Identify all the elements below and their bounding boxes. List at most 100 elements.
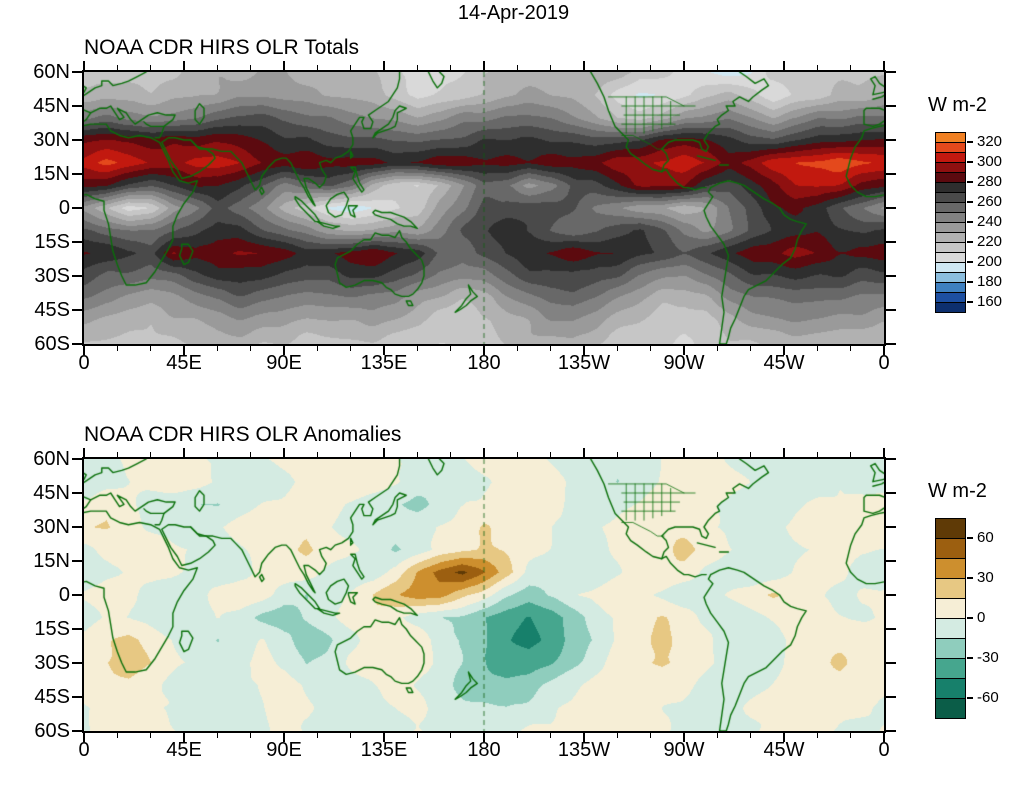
- y-axis-tick: [886, 105, 896, 107]
- x-axis-tick: [183, 733, 185, 742]
- x-axis-tick: [283, 448, 285, 457]
- y-axis-tick: [72, 492, 82, 494]
- colorbar-tick: [967, 161, 973, 163]
- totals-panel-title: NOAA CDR HIRS OLR Totals: [84, 36, 360, 59]
- y-axis-label: 15N: [33, 550, 70, 572]
- x-axis-tick: [483, 61, 485, 70]
- x-axis-minor-tick: [450, 65, 452, 70]
- x-axis-minor-tick: [316, 452, 318, 457]
- x-axis-minor-tick: [716, 733, 718, 738]
- y-axis-tick: [72, 275, 82, 277]
- colorbar-tick-label: 30: [977, 569, 994, 586]
- x-axis-minor-tick: [216, 733, 218, 738]
- x-axis-tick: [883, 346, 885, 355]
- totals-map-canvas: [84, 72, 884, 344]
- y-axis-tick: [72, 241, 82, 243]
- x-axis-tick: [583, 733, 585, 742]
- x-axis-minor-tick: [316, 733, 318, 738]
- x-axis-minor-tick: [450, 733, 452, 738]
- x-axis-tick: [483, 733, 485, 742]
- x-axis-minor-tick: [616, 452, 618, 457]
- y-axis-label: 60S: [34, 720, 70, 742]
- y-axis-label: 45S: [34, 299, 70, 321]
- colorbar-segment: [935, 538, 966, 559]
- y-axis-label: 30S: [34, 652, 70, 674]
- anomalies-colorbar-units: W m-2: [928, 480, 987, 502]
- x-axis-tick: [583, 448, 585, 457]
- x-axis-minor-tick: [650, 346, 652, 351]
- y-axis-label: 15N: [33, 163, 70, 185]
- x-axis-tick: [183, 61, 185, 70]
- y-axis-tick: [72, 309, 82, 311]
- date-title: 14-Apr-2019: [457, 2, 570, 24]
- y-axis-tick: [886, 458, 896, 460]
- x-axis-label: 90W: [663, 352, 705, 374]
- y-axis-tick: [886, 275, 896, 277]
- x-axis-minor-tick: [116, 346, 118, 351]
- y-axis-tick: [72, 526, 82, 528]
- colorbar-tick: [967, 241, 973, 243]
- colorbar-tick: [967, 617, 973, 619]
- x-axis-minor-tick: [616, 65, 618, 70]
- y-axis-label: 0: [58, 197, 70, 219]
- x-axis-minor-tick: [616, 733, 618, 738]
- x-axis-minor-tick: [816, 65, 818, 70]
- colorbar-tick: [967, 221, 973, 223]
- x-axis-minor-tick: [316, 346, 318, 351]
- colorbar-tick-label: 220: [977, 233, 1003, 250]
- x-axis-tick: [783, 346, 785, 355]
- x-axis-tick: [83, 346, 85, 355]
- x-axis-minor-tick: [650, 452, 652, 457]
- y-axis-label: 15S: [34, 231, 70, 253]
- x-axis-label: 90W: [663, 739, 705, 761]
- y-axis-tick: [886, 207, 896, 209]
- x-axis-minor-tick: [650, 733, 652, 738]
- y-axis-tick: [886, 173, 896, 175]
- x-axis-tick: [283, 61, 285, 70]
- colorbar-segment: [935, 698, 966, 719]
- x-axis-minor-tick: [850, 452, 852, 457]
- colorbar-tick-label: 160: [977, 293, 1003, 310]
- x-axis-tick: [83, 61, 85, 70]
- y-axis-tick: [72, 343, 82, 345]
- colorbar-tick-label: 280: [977, 173, 1003, 190]
- y-axis-tick: [886, 139, 896, 141]
- x-axis-minor-tick: [216, 65, 218, 70]
- x-axis-minor-tick: [250, 452, 252, 457]
- y-axis-tick: [886, 241, 896, 243]
- x-axis-minor-tick: [516, 346, 518, 351]
- x-axis-minor-tick: [416, 346, 418, 351]
- x-axis-minor-tick: [550, 452, 552, 457]
- x-axis-minor-tick: [250, 65, 252, 70]
- x-axis-minor-tick: [350, 65, 352, 70]
- colorbar-tick-label: 240: [977, 213, 1003, 230]
- colorbar-tick: [967, 181, 973, 183]
- x-axis-minor-tick: [616, 346, 618, 351]
- y-axis-tick: [72, 560, 82, 562]
- colorbar-segment: [935, 302, 966, 313]
- x-axis-tick: [783, 733, 785, 742]
- colorbar-segment: [935, 678, 966, 699]
- x-axis-tick: [83, 733, 85, 742]
- colorbar-tick-label: 260: [977, 193, 1003, 210]
- x-axis-tick: [283, 733, 285, 742]
- y-axis-label: 15S: [34, 618, 70, 640]
- y-axis-label: 45N: [33, 482, 70, 504]
- x-axis-tick: [183, 448, 185, 457]
- x-axis-minor-tick: [516, 65, 518, 70]
- colorbar-segment: [935, 658, 966, 679]
- colorbar-tick-label: 300: [977, 153, 1003, 170]
- x-axis-label: 0: [878, 352, 890, 374]
- x-axis-label: 135E: [360, 739, 408, 761]
- x-axis-minor-tick: [416, 452, 418, 457]
- x-axis-tick: [583, 61, 585, 70]
- y-axis-label: 30N: [33, 516, 70, 538]
- y-axis-tick: [886, 696, 896, 698]
- x-axis-minor-tick: [750, 65, 752, 70]
- x-axis-minor-tick: [816, 733, 818, 738]
- x-axis-minor-tick: [450, 452, 452, 457]
- x-axis-tick: [683, 733, 685, 742]
- x-axis-minor-tick: [116, 65, 118, 70]
- colorbar-tick: [967, 537, 973, 539]
